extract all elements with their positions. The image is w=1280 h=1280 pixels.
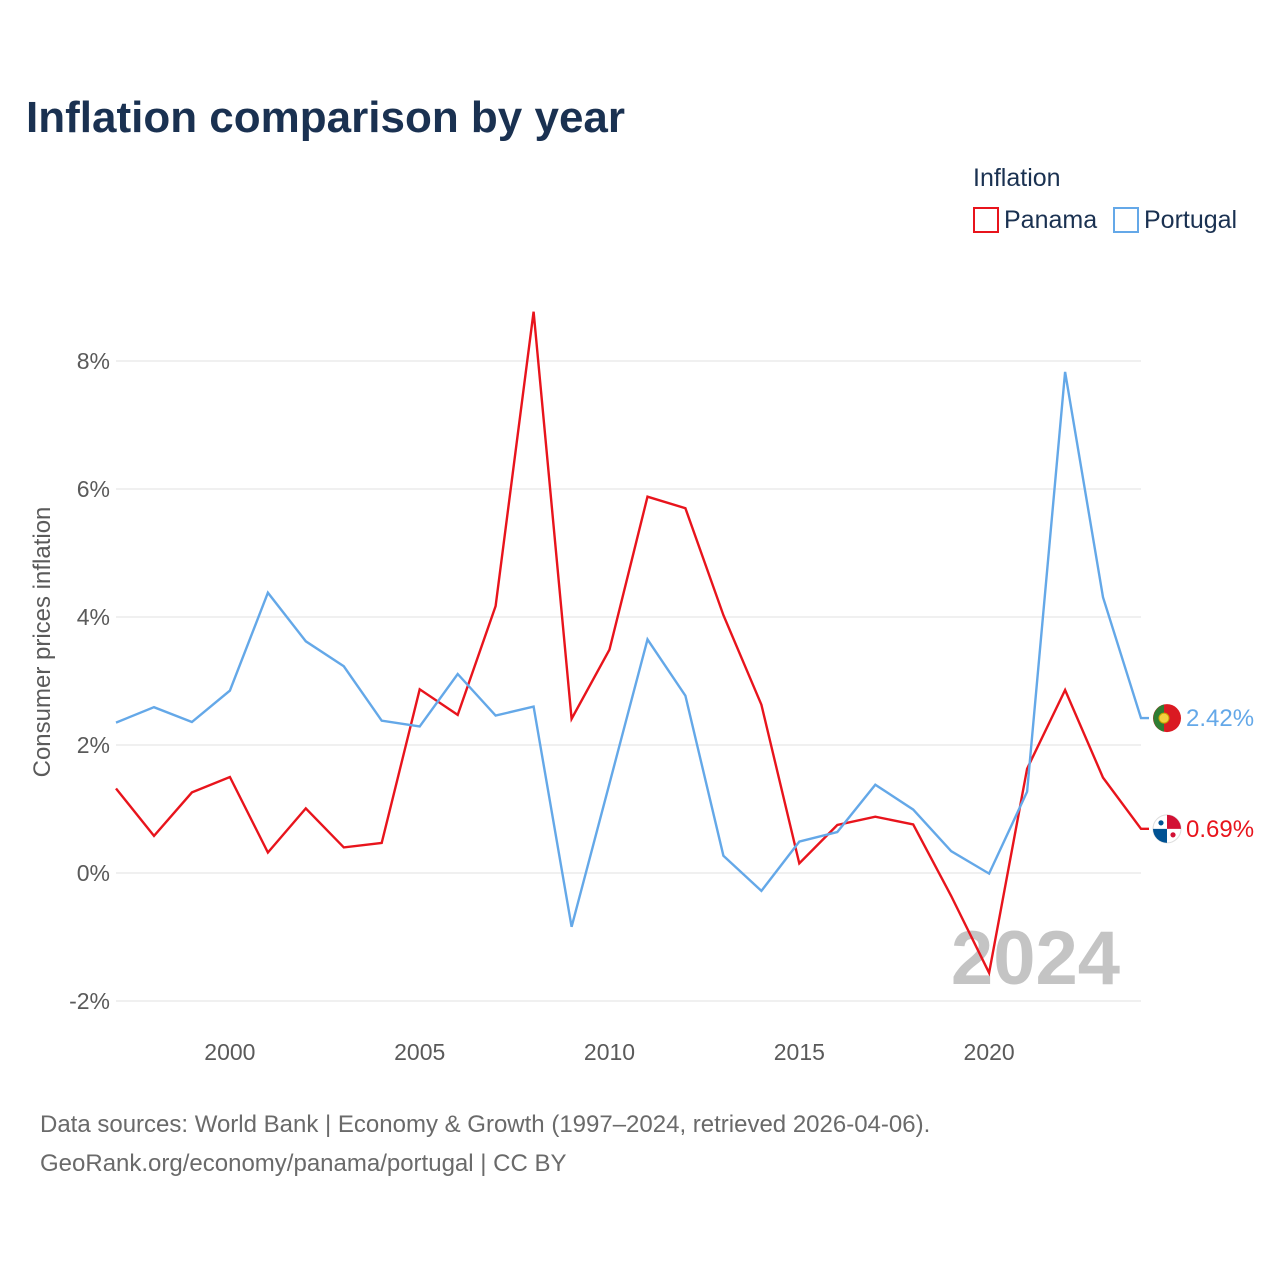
end-value-portugal: 2.42% xyxy=(1186,705,1254,732)
legend-label-panama: Panama xyxy=(1004,206,1097,234)
x-axis-ticks: 2000 2005 2010 2015 2020 xyxy=(204,1039,1014,1065)
source-line-1: Data sources: World Bank | Economy & Gro… xyxy=(40,1111,930,1138)
series-end-markers: 0.69% 2.42% xyxy=(1152,704,1254,844)
series-line-panama xyxy=(115,311,1149,977)
gridlines xyxy=(116,360,1141,1002)
series-lines xyxy=(115,311,1149,977)
y-tick-label: 4% xyxy=(77,604,110,630)
legend-label-portugal: Portugal xyxy=(1144,206,1237,234)
portugal-flag-emblem xyxy=(1158,712,1170,724)
end-marker-portugal: 2.42% xyxy=(1153,704,1254,733)
legend-item-portugal[interactable]: Portugal xyxy=(1113,206,1237,234)
y-axis-label: Consumer prices inflation xyxy=(29,507,56,778)
year-overlay: 2024 xyxy=(951,916,1120,1001)
panama-flag-red xyxy=(1167,814,1181,829)
x-tick-label: 2020 xyxy=(964,1039,1015,1065)
legend-title: Inflation xyxy=(973,164,1061,192)
panama-flag-red-star xyxy=(1170,832,1176,838)
x-tick-label: 2015 xyxy=(774,1039,825,1065)
y-tick-label: 6% xyxy=(77,476,110,502)
y-axis-ticks: -2% 0% 2% 4% 6% 8% xyxy=(69,348,110,1014)
y-tick-label: 0% xyxy=(77,860,110,886)
chart-title: Inflation comparison by year xyxy=(26,93,625,142)
x-tick-label: 2000 xyxy=(204,1039,255,1065)
end-value-panama: 0.69% xyxy=(1186,816,1254,843)
end-marker-panama: 0.69% xyxy=(1152,814,1254,844)
x-tick-label: 2010 xyxy=(584,1039,635,1065)
legend-item-panama[interactable]: Panama xyxy=(973,206,1097,234)
legend-swatch-panama xyxy=(973,207,999,233)
y-tick-label: 8% xyxy=(77,348,110,374)
x-tick-label: 2005 xyxy=(394,1039,445,1065)
panama-flag-blue-star xyxy=(1158,820,1164,826)
y-tick-label: 2% xyxy=(77,732,110,758)
series-line-portugal xyxy=(115,371,1149,928)
y-tick-label: -2% xyxy=(69,988,110,1014)
legend: Inflation Panama Portugal xyxy=(973,164,1237,234)
legend-swatch-portugal xyxy=(1113,207,1139,233)
panama-flag-blue xyxy=(1153,828,1167,843)
source-line-2[interactable]: GeoRank.org/economy/panama/portugal | CC… xyxy=(40,1150,567,1177)
